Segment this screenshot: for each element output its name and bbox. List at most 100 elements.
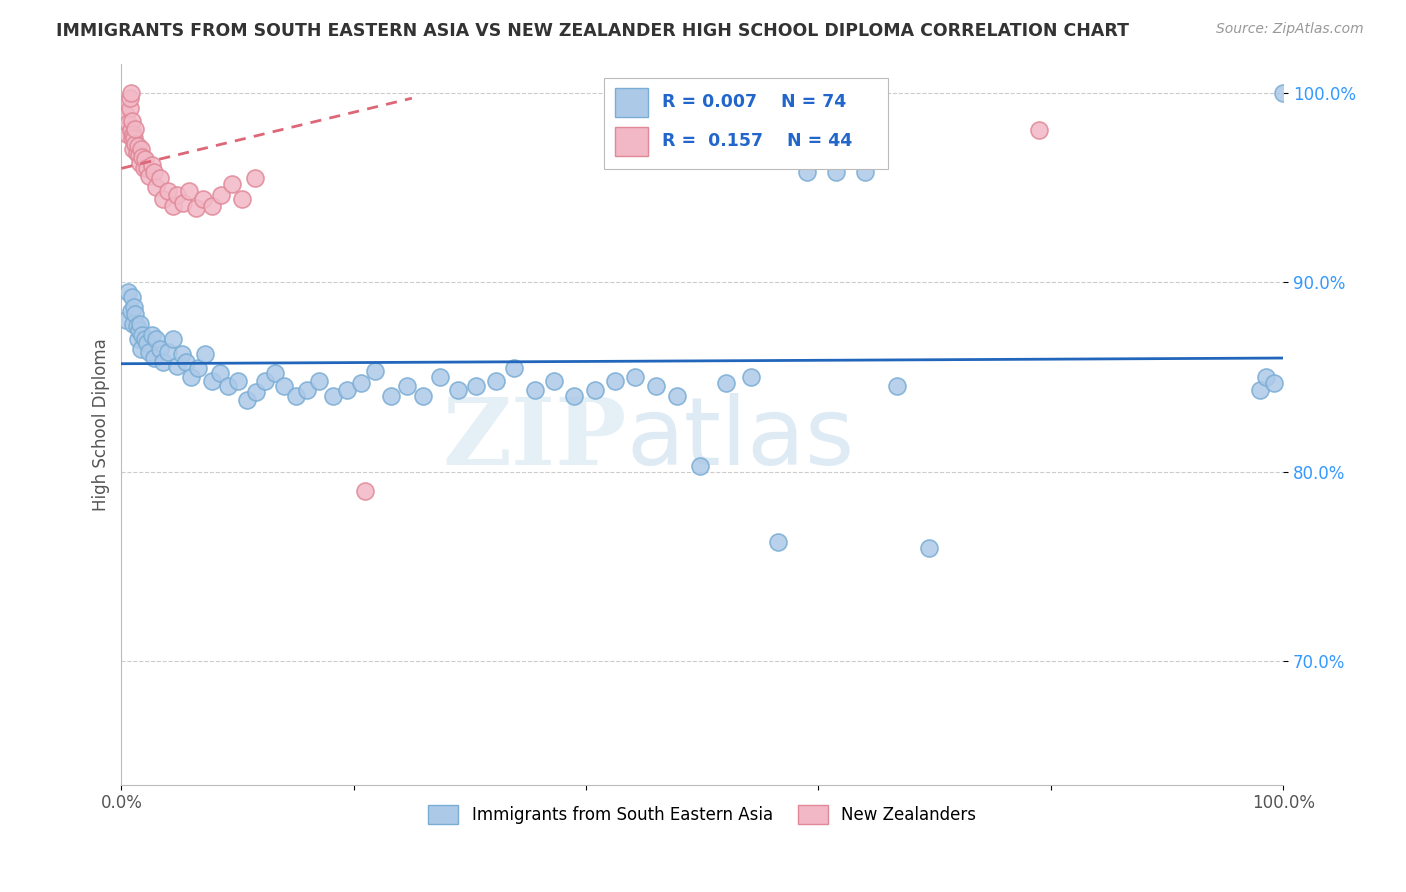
Point: [180, 370, 202, 384]
Point: [152, 355, 174, 369]
Point: [120, 86, 142, 100]
Legend: Immigrants from South Eastern Asia, New Zealanders: Immigrants from South Eastern Asia, New …: [422, 798, 983, 830]
Point: [350, 376, 373, 390]
Point: [284, 389, 307, 403]
Point: [121, 290, 143, 304]
Point: [156, 184, 179, 198]
Text: R = 0.007    N = 74: R = 0.007 N = 74: [662, 94, 846, 112]
Point: [128, 322, 150, 336]
Point: [138, 169, 160, 183]
Point: [136, 335, 159, 350]
Point: [236, 392, 259, 407]
Point: [118, 101, 141, 115]
Point: [194, 347, 217, 361]
Point: [177, 184, 200, 198]
Point: [429, 370, 451, 384]
Point: [145, 332, 167, 346]
Point: [825, 165, 848, 179]
Point: [412, 389, 434, 403]
Point: [254, 374, 277, 388]
Point: [1028, 123, 1050, 137]
Point: [243, 170, 266, 185]
Point: [115, 108, 138, 122]
Point: [503, 360, 526, 375]
Point: [605, 374, 627, 388]
Point: [665, 389, 688, 403]
Point: [143, 165, 166, 179]
Point: [121, 131, 143, 145]
Point: [125, 146, 148, 161]
Point: [583, 384, 606, 398]
Point: [122, 317, 145, 331]
Point: [308, 374, 330, 388]
Point: [132, 161, 155, 176]
Point: [134, 332, 156, 346]
Point: [263, 366, 285, 380]
FancyBboxPatch shape: [603, 78, 889, 169]
Point: [221, 177, 243, 191]
Point: [354, 483, 377, 498]
Point: [127, 332, 149, 346]
Point: [273, 379, 295, 393]
Point: [114, 114, 136, 128]
Point: [117, 116, 139, 130]
Text: IMMIGRANTS FROM SOUTH EASTERN ASIA VS NEW ZEALANDER HIGH SCHOOL DIPLOMA CORRELAT: IMMIGRANTS FROM SOUTH EASTERN ASIA VS NE…: [56, 22, 1129, 40]
Point: [447, 384, 470, 398]
Point: [162, 332, 184, 346]
Point: [166, 188, 188, 202]
Point: [714, 376, 737, 390]
Point: [127, 138, 149, 153]
Point: [156, 345, 179, 359]
Point: [129, 342, 152, 356]
Point: [122, 131, 145, 145]
Point: [124, 136, 146, 151]
Point: [624, 370, 647, 384]
Point: [149, 170, 172, 185]
Point: [141, 328, 163, 343]
Point: [524, 384, 547, 398]
FancyBboxPatch shape: [616, 87, 648, 117]
Point: [191, 192, 214, 206]
Point: [176, 355, 198, 369]
Point: [217, 379, 239, 393]
Point: [145, 180, 167, 194]
Point: [124, 307, 146, 321]
Point: [120, 303, 142, 318]
Point: [162, 199, 184, 213]
Point: [121, 114, 143, 128]
Point: [120, 123, 142, 137]
Point: [201, 199, 224, 213]
Point: [1254, 370, 1277, 384]
Text: atlas: atlas: [627, 392, 855, 485]
Point: [464, 379, 486, 393]
FancyBboxPatch shape: [616, 127, 648, 155]
Point: [689, 459, 711, 474]
Point: [131, 328, 153, 343]
Point: [297, 384, 319, 398]
Point: [1272, 86, 1295, 100]
Point: [131, 150, 153, 164]
Point: [322, 389, 344, 403]
Point: [853, 165, 876, 179]
Point: [484, 374, 506, 388]
Point: [129, 317, 152, 331]
Point: [226, 374, 249, 388]
Text: ZIP: ZIP: [443, 394, 627, 483]
Point: [166, 359, 188, 373]
Point: [129, 142, 152, 156]
Point: [209, 188, 232, 202]
Point: [152, 192, 174, 206]
Point: [138, 345, 160, 359]
Point: [918, 541, 941, 555]
Point: [184, 201, 207, 215]
Point: [644, 379, 666, 393]
Point: [117, 285, 139, 299]
Point: [115, 313, 138, 327]
Point: [170, 347, 193, 361]
Point: [136, 161, 159, 176]
Point: [128, 148, 150, 162]
Point: [796, 165, 818, 179]
Point: [363, 364, 385, 378]
Text: R =  0.157    N = 44: R = 0.157 N = 44: [662, 132, 852, 150]
Point: [117, 127, 139, 141]
